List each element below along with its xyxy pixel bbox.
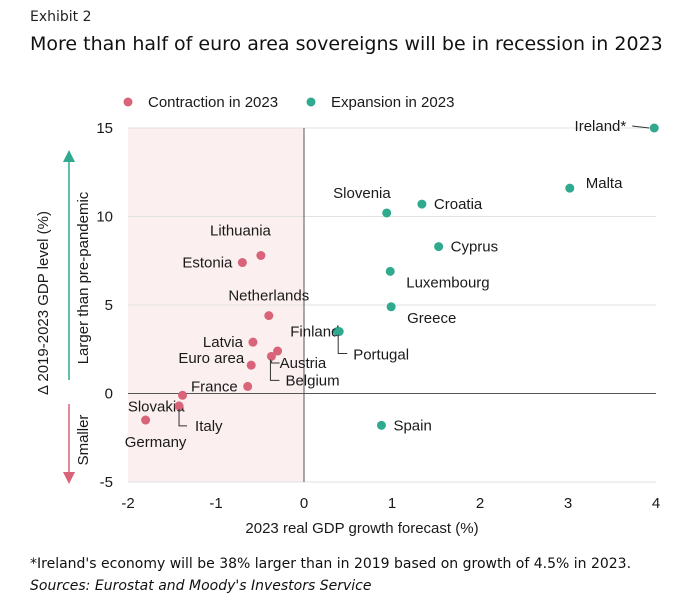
point-netherlands <box>264 311 274 321</box>
label-lithuania: Lithuania <box>210 222 272 239</box>
label-austria: Austria <box>280 355 327 372</box>
point-austria <box>273 346 283 356</box>
x-tick-label: 1 <box>388 495 396 512</box>
scatter-chart: -5 0 5 10 15 -2 -1 0 1 2 3 4 2023 real GDP growth fo… <box>35 94 660 537</box>
sources-note: Sources: Eurostat and Moody's Investors … <box>30 578 372 594</box>
leader-line-belgium <box>269 359 280 381</box>
point-spain <box>376 420 386 430</box>
point-ireland <box>649 123 659 133</box>
y-tick-label: -5 <box>100 474 113 491</box>
chart-title: More than half of euro area sovereigns w… <box>30 33 663 55</box>
label-netherlands: Netherlands <box>228 288 309 305</box>
leader-line-portugal <box>337 334 348 355</box>
label-latvia: Latvia <box>203 334 244 351</box>
label-croatia: Croatia <box>434 196 483 213</box>
y-tick-label: 15 <box>96 120 113 137</box>
point-cyprus <box>434 242 444 252</box>
point-italy <box>174 401 184 411</box>
label-portugal: Portugal <box>353 347 409 364</box>
point-croatia <box>417 199 427 209</box>
x-tick-label: 2 <box>476 495 484 512</box>
label-estonia: Estonia <box>182 255 233 272</box>
label-euro-area: Euro area <box>178 350 245 367</box>
label-italy: Italy <box>195 418 223 435</box>
y-tick-label: 5 <box>105 297 113 314</box>
point-malta <box>565 183 575 193</box>
label-ireland: Ireland* <box>575 118 627 135</box>
label-cyprus: Cyprus <box>451 239 499 256</box>
label-finland: Finland <box>290 324 339 341</box>
point-greece <box>386 302 396 312</box>
point-latvia <box>248 337 258 347</box>
point-lithuania <box>256 250 266 260</box>
leader-line-ireland <box>632 125 650 129</box>
arrow-down-icon <box>63 472 75 484</box>
x-tick-label: 0 <box>300 495 308 512</box>
label-malta: Malta <box>586 175 623 192</box>
point-euro-area <box>246 360 256 370</box>
leader-line-italy <box>178 408 188 427</box>
x-tick-label: 3 <box>564 495 572 512</box>
annotation-larger: Larger than pre-pandemic <box>75 191 92 364</box>
point-portugal <box>334 327 344 337</box>
point-luxembourg <box>385 266 395 276</box>
point-belgium <box>266 351 276 361</box>
point-slovakia <box>178 390 188 400</box>
y-axis-title: Δ 2019-2023 GDP level (%) <box>35 211 52 395</box>
legend-label-contraction: Contraction in 2023 <box>148 94 278 111</box>
arrow-up-icon <box>63 150 75 162</box>
y-tick-label: 0 <box>105 386 113 403</box>
label-france: France <box>191 378 238 395</box>
x-tick-label: -1 <box>209 495 222 512</box>
label-luxembourg: Luxembourg <box>406 274 489 291</box>
label-greece: Greece <box>407 310 456 327</box>
x-tick-label: -2 <box>121 495 134 512</box>
point-estonia <box>237 258 247 268</box>
footnote: *Ireland's economy will be 38% larger th… <box>30 556 632 572</box>
legend-marker-expansion <box>306 97 316 107</box>
exhibit-label: Exhibit 2 <box>30 9 92 25</box>
label-spain: Spain <box>393 417 431 434</box>
legend-label-expansion: Expansion in 2023 <box>331 94 454 111</box>
point-france <box>243 381 253 391</box>
label-germany: Germany <box>125 434 187 451</box>
y-tick-label: 10 <box>96 209 113 226</box>
point-slovenia <box>382 208 392 218</box>
label-slovenia: Slovenia <box>333 185 391 202</box>
label-slovakia: Slovakia <box>128 398 185 415</box>
x-axis-title: 2023 real GDP growth forecast (%) <box>245 520 478 537</box>
point-germany <box>141 415 151 425</box>
legend-marker-contraction <box>123 97 133 107</box>
annotation-smaller: Smaller <box>75 415 92 466</box>
x-tick-label: 4 <box>652 495 660 512</box>
label-belgium: Belgium <box>285 372 339 389</box>
